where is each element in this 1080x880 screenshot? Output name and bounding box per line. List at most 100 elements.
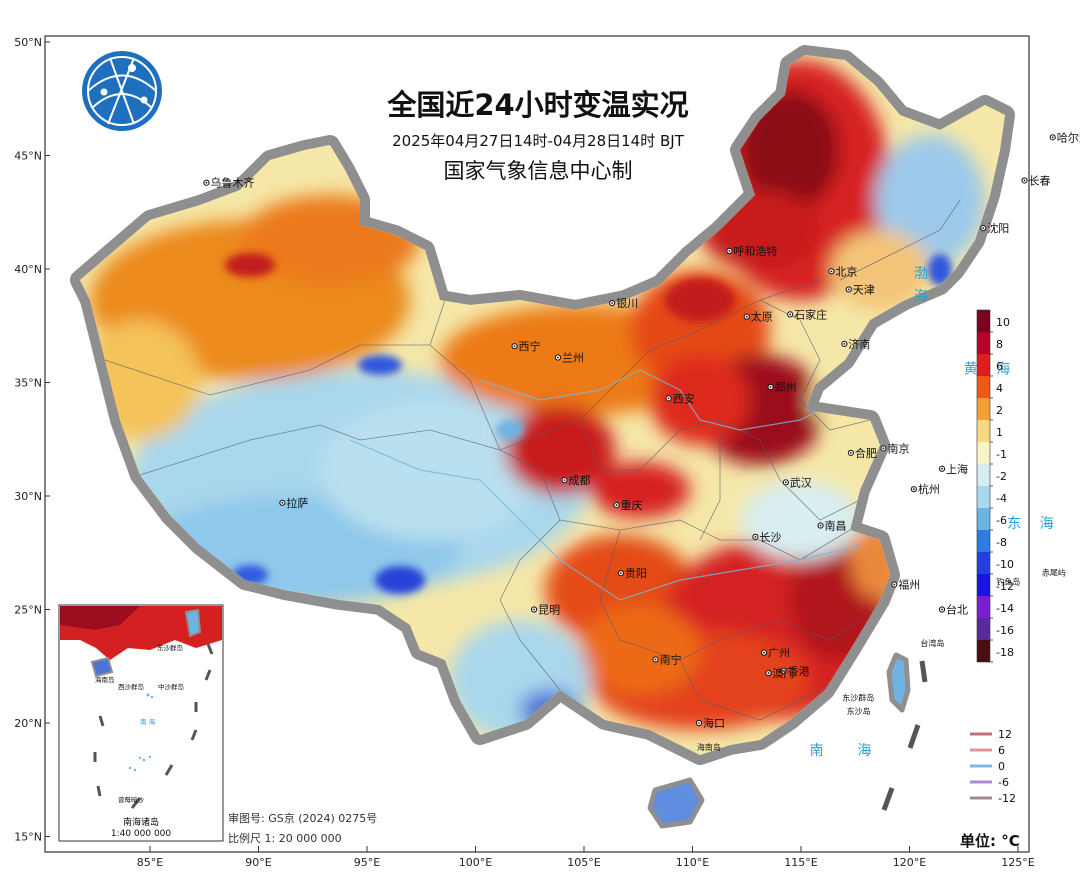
colorbar-swatch (977, 420, 990, 442)
city-label: 石家庄 (794, 307, 827, 321)
latitude-ticks: 50°N 45°N 40°N 35°N 30°N 25°N 20°N 15°N (14, 36, 50, 844)
lat-tick-label: 35°N (14, 377, 42, 390)
colorbar-label: 1 (996, 426, 1003, 439)
approval-number: 审图号: GS京 (2024) 0275号 (228, 811, 377, 825)
inset-label-nanhai: 南 海 (140, 717, 156, 726)
island-label: 东沙岛 (847, 706, 871, 716)
city-marker: 海口 (695, 716, 725, 730)
lon-tick-label: 85°E (137, 856, 163, 869)
city-marker: 台北 (938, 603, 968, 617)
colorbar-label: -4 (996, 492, 1007, 505)
lon-tick-label: 105°E (567, 856, 600, 869)
colorbar-swatch (977, 640, 990, 662)
city-label: 广州 (768, 647, 790, 660)
colorbar-swatch (977, 354, 990, 376)
city-label: 乌鲁木齐 (210, 176, 254, 190)
colorbar-label: 6 (996, 360, 1003, 373)
city-label: 兰州 (562, 352, 584, 365)
lat-tick-label: 20°N (14, 717, 42, 730)
city-marker: 长春 (1021, 174, 1051, 187)
city-label: 天津 (853, 283, 875, 296)
lat-tick-label: 30°N (14, 490, 42, 503)
city-label: 济南 (848, 337, 870, 351)
city-marker: 南昌 (817, 520, 847, 533)
city-label: 哈尔滨 (1057, 130, 1080, 144)
sea-label: 渤 (914, 266, 928, 282)
colorbar-swatch (977, 508, 990, 530)
sea-label: 黄 (964, 360, 978, 377)
city-label: 长沙 (759, 531, 781, 544)
colorbar-label: -6 (996, 514, 1007, 527)
south-sea-inset: 东沙群岛 西沙群岛 中沙群岛 南 海 海南岛 曾母暗沙 南海诸岛 1:40 00… (58, 604, 224, 842)
logo-globe-icon (82, 51, 162, 131)
longitude-ticks: 85°E 90°E 95°E 100°E 105°E 110°E 115°E 120°E 125… (137, 846, 1035, 869)
sea-labels: 渤海黄 海东 海南海 (810, 266, 1054, 759)
city-label: 南宁 (660, 652, 682, 666)
city-label: 郑州 (775, 380, 797, 394)
lon-tick-label: 120°E (893, 856, 926, 869)
city-marker: 福州 (891, 578, 920, 592)
city-marker: 哈尔滨 (1049, 130, 1080, 144)
city-marker: 重庆 (613, 498, 643, 512)
city-marker: 广州 (761, 647, 790, 660)
colorbar-swatch (977, 442, 990, 464)
contour-legend: 12 6 0 -6 -12 (970, 728, 1016, 805)
sea-label: 海 (857, 743, 871, 759)
inset-label-zhongsha: 中沙群岛 (158, 682, 184, 691)
inset-scale: 1:40 000 000 (111, 829, 172, 839)
city-label: 杭州 (918, 482, 940, 496)
city-label: 武汉 (790, 476, 812, 489)
city-label: 香港 (788, 665, 810, 678)
inset-label-dongsha: 东沙群岛 (157, 643, 183, 652)
city-marker: 石家庄 (787, 307, 827, 321)
city-marker: 成都 (561, 474, 590, 487)
colorbar-label: 4 (996, 382, 1003, 395)
city-label: 昆明 (538, 604, 560, 617)
colorbar-swatch (977, 552, 990, 574)
city-label: 南京 (887, 441, 909, 455)
contour-legend-label: 0 (998, 760, 1005, 773)
colorbar-swatch (977, 596, 990, 618)
city-marker: 郑州 (767, 380, 797, 394)
city-marker: 乌鲁木齐 (203, 176, 254, 190)
city-label: 呼和浩特 (733, 244, 777, 258)
colorbar-swatch (977, 464, 990, 486)
city-marker: 济南 (841, 337, 870, 351)
city-label: 长春 (1029, 174, 1051, 187)
colorbar-label: -1 (996, 448, 1007, 461)
city-marker: 银川 (609, 296, 638, 310)
city-label: 澳门 (772, 666, 794, 680)
city-label: 西安 (673, 391, 695, 405)
lon-tick-label: 125°E (1001, 856, 1034, 869)
city-label: 台北 (946, 603, 968, 617)
city-marker: 南京 (880, 441, 909, 455)
city-label: 拉萨 (286, 496, 308, 510)
lon-tick-label: 100°E (459, 856, 492, 869)
city-marker: 澳门 (765, 666, 794, 680)
colorbar-label: -14 (996, 602, 1014, 615)
lat-tick-label: 40°N (14, 263, 42, 276)
maritime-boundary (881, 660, 928, 811)
inset-label-zengmu: 曾母暗沙 (118, 795, 145, 804)
city-marker: 南宁 (652, 652, 682, 666)
contour-legend-label: 12 (998, 728, 1012, 741)
city-marker: 杭州 (910, 482, 940, 496)
contour-legend-label: -12 (998, 792, 1016, 805)
city-label: 南昌 (825, 520, 847, 533)
colorbar-swatch (977, 618, 990, 640)
hainan-island (647, 777, 705, 829)
colorbar-swatch (977, 398, 990, 420)
city-label: 银川 (616, 296, 638, 310)
city-label: 福州 (898, 578, 920, 592)
taiwan-island (886, 652, 911, 713)
city-marker: 上海 (938, 462, 968, 476)
map-producer: 国家气象信息中心制 (444, 159, 633, 183)
unit-label: 单位: °C (960, 832, 1020, 850)
city-marker: 长沙 (752, 531, 781, 544)
city-marker: 武汉 (782, 476, 812, 489)
colorbar-label: -12 (996, 580, 1014, 593)
colorbar-label: -18 (996, 646, 1014, 659)
city-label: 西宁 (519, 339, 541, 353)
